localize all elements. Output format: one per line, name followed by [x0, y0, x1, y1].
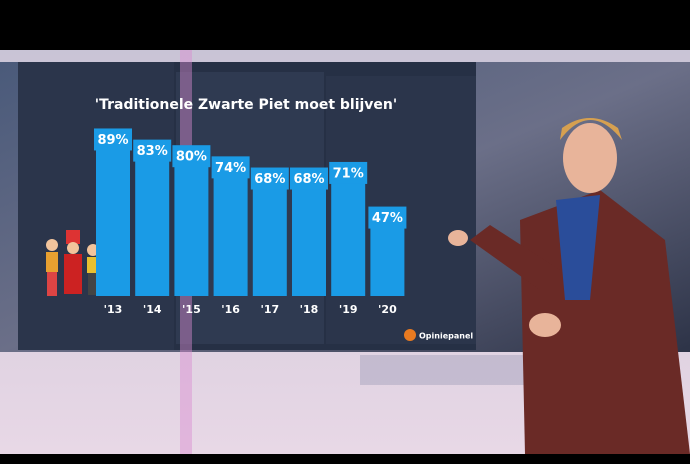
value-label-box [133, 139, 172, 162]
bar [252, 169, 287, 296]
value-label-box [368, 206, 407, 229]
x-tick-label: '17 [260, 303, 279, 316]
x-tick-label: '14 [143, 303, 162, 316]
x-tick-label: '20 [378, 303, 397, 316]
x-tick-label: '16 [221, 303, 240, 316]
value-label: 68% [293, 172, 324, 187]
x-tick-label: '13 [104, 303, 123, 316]
bar [174, 147, 209, 296]
value-label-box [290, 167, 328, 190]
bar [213, 158, 248, 296]
source: Opiniepanel [419, 332, 473, 341]
bar [96, 130, 130, 296]
source-logo [404, 329, 416, 341]
x-tick-label: '19 [339, 303, 358, 316]
x-tick-label: '18 [300, 303, 319, 316]
bar [135, 141, 170, 296]
x-tick-label: '15 [182, 303, 201, 316]
bar [292, 169, 326, 296]
value-label: 74% [215, 161, 246, 176]
value-label: 47% [372, 211, 403, 226]
value-label-box [211, 156, 250, 179]
chart-title: 'Traditionele Zwarte Piet moet blijven' [95, 97, 397, 113]
value-label: 83% [137, 144, 168, 159]
value-label: 80% [176, 150, 207, 165]
value-label: 89% [97, 133, 128, 148]
value-label: 68% [254, 172, 285, 187]
presenter [448, 118, 690, 454]
value-label-box [94, 128, 132, 151]
value-label-box [329, 161, 368, 184]
bar [331, 163, 366, 296]
value-label-box [250, 167, 289, 190]
value-label-box [172, 145, 211, 168]
value-label: 71% [333, 166, 364, 181]
